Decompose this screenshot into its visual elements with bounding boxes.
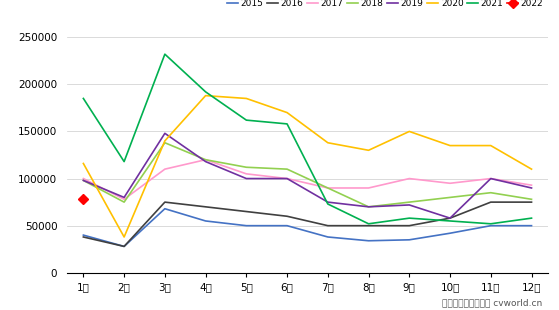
2020: [528, 167, 535, 171]
2021: [243, 118, 250, 122]
Line: 2015: 2015: [83, 209, 532, 246]
2016: [324, 224, 331, 228]
2018: [284, 167, 291, 171]
2017: [487, 177, 494, 180]
2019: [284, 177, 291, 180]
2017: [162, 167, 168, 171]
2017: [121, 197, 127, 201]
2019: [365, 205, 372, 209]
2015: [284, 224, 291, 228]
2015: [243, 224, 250, 228]
2015: [365, 239, 372, 243]
2019: [324, 200, 331, 204]
2017: [324, 186, 331, 190]
2020: [162, 139, 168, 143]
2015: [447, 231, 453, 235]
2018: [447, 196, 453, 199]
2017: [202, 158, 209, 162]
2019: [202, 160, 209, 163]
2021: [406, 216, 413, 220]
2015: [162, 207, 168, 210]
2021: [80, 97, 87, 100]
2020: [202, 94, 209, 97]
2016: [487, 200, 494, 204]
2017: [528, 183, 535, 187]
2015: [121, 245, 127, 248]
Line: 2021: 2021: [83, 54, 532, 224]
2016: [528, 200, 535, 204]
2018: [243, 166, 250, 169]
2016: [121, 245, 127, 248]
2020: [487, 144, 494, 148]
Line: 2019: 2019: [83, 133, 532, 218]
2019: [162, 131, 168, 135]
2017: [406, 177, 413, 180]
2016: [202, 205, 209, 209]
2021: [162, 52, 168, 56]
2016: [406, 224, 413, 228]
2019: [243, 177, 250, 180]
2018: [365, 205, 372, 209]
2019: [80, 179, 87, 182]
2016: [162, 200, 168, 204]
Line: 2017: 2017: [83, 160, 532, 199]
2016: [243, 210, 250, 213]
2019: [121, 196, 127, 199]
2018: [406, 200, 413, 204]
2019: [447, 216, 453, 220]
2020: [406, 130, 413, 133]
2018: [121, 200, 127, 204]
Legend: 2015, 2016, 2017, 2018, 2019, 2020, 2021, 2022: 2015, 2016, 2017, 2018, 2019, 2020, 2021…: [227, 0, 543, 8]
2015: [487, 224, 494, 228]
2017: [243, 172, 250, 176]
2015: [324, 235, 331, 239]
2019: [528, 186, 535, 190]
2019: [487, 177, 494, 180]
2018: [528, 197, 535, 201]
2021: [284, 122, 291, 126]
Line: 2020: 2020: [83, 95, 532, 237]
2015: [528, 224, 535, 228]
2021: [528, 216, 535, 220]
2021: [121, 160, 127, 163]
2021: [202, 90, 209, 94]
2017: [284, 177, 291, 180]
2020: [121, 235, 127, 239]
2016: [80, 235, 87, 239]
2020: [243, 97, 250, 100]
2019: [406, 203, 413, 207]
2021: [365, 222, 372, 226]
2016: [365, 224, 372, 228]
2017: [365, 186, 372, 190]
2018: [202, 158, 209, 162]
2020: [324, 141, 331, 144]
2018: [80, 179, 87, 182]
2017: [80, 177, 87, 180]
2018: [324, 186, 331, 190]
2020: [365, 148, 372, 152]
Text: 制图：第一商用车网 cvworld.cn: 制图：第一商用车网 cvworld.cn: [442, 298, 542, 307]
Line: 2016: 2016: [83, 202, 532, 246]
2020: [284, 111, 291, 114]
2015: [202, 219, 209, 223]
2018: [162, 141, 168, 144]
2016: [284, 215, 291, 218]
Line: 2018: 2018: [83, 143, 532, 207]
2021: [447, 219, 453, 223]
2020: [80, 162, 87, 165]
2015: [406, 238, 413, 242]
2016: [447, 216, 453, 220]
2018: [487, 191, 494, 195]
2017: [447, 181, 453, 185]
2021: [324, 202, 331, 206]
2021: [487, 222, 494, 226]
2015: [80, 233, 87, 237]
2020: [447, 144, 453, 148]
